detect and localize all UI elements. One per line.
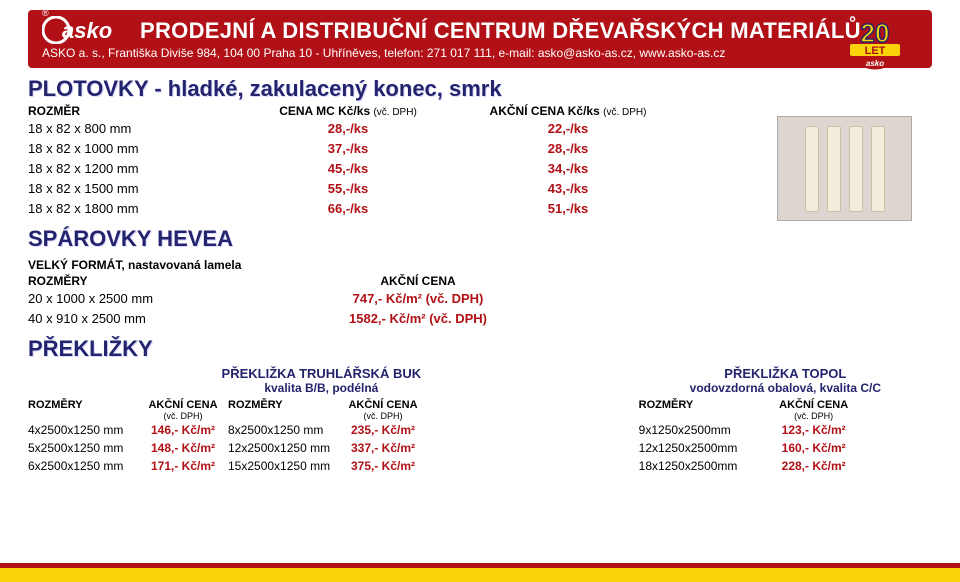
cell-dim: 18 x 82 x 1800 mm [28, 201, 238, 216]
bottom-yellow-strip [0, 568, 960, 582]
registered-mark: ® [42, 8, 49, 18]
header-title: PRODEJNÍ A DISTRIBUČNÍ CENTRUM DŘEVAŘSKÝ… [140, 18, 861, 44]
svg-text:LET: LET [865, 45, 886, 57]
hevea-col-price: AKČNÍ CENA [238, 274, 598, 288]
buk-hdr-dim1: ROZMĚRY [28, 399, 138, 421]
anniversary-badge: 20 LET asko [836, 16, 914, 72]
cell-price: 228,- Kč/m² [769, 459, 859, 473]
cell-price: 171,- Kč/m² [138, 459, 228, 473]
cell-price2: 51,-/ks [458, 201, 678, 216]
buk-hdr-price2-suffix: (vč. DPH) [338, 411, 428, 421]
table-row: 9x1250x2500mm123,- Kč/m² [639, 421, 932, 439]
asko-logo: asko [42, 16, 130, 44]
cell-dim: 15x2500x1250 mm [228, 459, 338, 473]
cell-dim: 18 x 82 x 1000 mm [28, 141, 238, 156]
cell-price: 160,- Kč/m² [769, 441, 859, 455]
topol-hdr-dim: ROZMĚRY [639, 399, 769, 421]
plywood-wrap: PŘEKLIŽKA TRUHLÁŘSKÁ BUK kvalita B/B, po… [28, 366, 932, 475]
header-sub: ASKO a. s., Františka Diviše 984, 104 00… [42, 46, 918, 60]
table-row: 5x2500x1250 mm148,- Kč/m²12x2500x1250 mm… [28, 439, 615, 457]
hevea-sub: VELKÝ FORMÁT, nastavovaná lamela [28, 258, 932, 272]
cell-dim: 8x2500x1250 mm [228, 423, 338, 437]
product-photo [777, 116, 912, 221]
cell-dim: 4x2500x1250 mm [28, 423, 138, 437]
buk-hdr-price2: AKČNÍ CENA [348, 399, 417, 411]
table-row: 4x2500x1250 mm146,- Kč/m²8x2500x1250 mm2… [28, 421, 615, 439]
buk-hdr-price1-suffix: (vč. DPH) [138, 411, 228, 421]
buk-hdr-price1: AKČNÍ CENA [148, 399, 217, 411]
cell-dim: 9x1250x2500mm [639, 423, 769, 437]
cell-dim: 5x2500x1250 mm [28, 441, 138, 455]
cell-price1: 55,-/ks [238, 181, 458, 196]
cell-dim: 12x1250x2500mm [639, 441, 769, 455]
topol-hdr-price-suffix: (vč. DPH) [769, 411, 859, 421]
cell-price1: 37,-/ks [238, 141, 458, 156]
table-row: 18x1250x2500mm228,- Kč/m² [639, 457, 932, 475]
cell-dim: 18 x 82 x 1200 mm [28, 161, 238, 176]
svg-text:asko: asko [62, 18, 112, 43]
topol-hdr-price: AKČNÍ CENA [779, 399, 848, 411]
svg-text:20: 20 [861, 18, 890, 48]
plywood-buk-block: PŘEKLIŽKA TRUHLÁŘSKÁ BUK kvalita B/B, po… [28, 366, 615, 475]
col-price1: CENA MC Kč/ks [279, 104, 373, 118]
cell-price: 337,- Kč/m² [338, 441, 428, 455]
cell-price2: 28,-/ks [458, 141, 678, 156]
col-price2: AKČNÍ CENA Kč/ks [490, 104, 604, 118]
buk-title: PŘEKLIŽKA TRUHLÁŘSKÁ BUK [28, 366, 615, 381]
cell-price1: 45,-/ks [238, 161, 458, 176]
svg-text:asko: asko [866, 59, 884, 68]
cell-price: 375,- Kč/m² [338, 459, 428, 473]
cell-dim: 40 x 910 x 2500 mm [28, 311, 238, 326]
table-row: 12x1250x2500mm160,- Kč/m² [639, 439, 932, 457]
cell-price: 123,- Kč/m² [769, 423, 859, 437]
buk-sub: kvalita B/B, podélná [28, 381, 615, 395]
topol-sub: vodovzdorná obalová, kvalita C/C [639, 381, 932, 395]
table-row: 6x2500x1250 mm171,- Kč/m²15x2500x1250 mm… [28, 457, 615, 475]
hevea-rows: 20 x 1000 x 2500 mm747,- Kč/m² (vč. DPH)… [28, 288, 932, 328]
cell-price2: 22,-/ks [458, 121, 678, 136]
table-row: 40 x 910 x 2500 mm1582,- Kč/m² (vč. DPH) [28, 308, 932, 328]
cell-price2: 34,-/ks [458, 161, 678, 176]
col-dim: ROZMĚR [28, 104, 238, 118]
col-price1-suffix: (vč. DPH) [373, 107, 416, 118]
topol-rows: 9x1250x2500mm123,- Kč/m²12x1250x2500mm16… [639, 421, 932, 475]
cell-dim: 12x2500x1250 mm [228, 441, 338, 455]
col-price2-suffix: (vč. DPH) [603, 107, 646, 118]
cell-dim: 18x1250x2500mm [639, 459, 769, 473]
cell-price: 235,- Kč/m² [338, 423, 428, 437]
cell-price1: 28,-/ks [238, 121, 458, 136]
hevea-heading: SPÁROVKY HEVEA [28, 226, 932, 252]
topol-title: PŘEKLIŽKA TOPOL [639, 366, 932, 381]
cell-dim: 6x2500x1250 mm [28, 459, 138, 473]
buk-hdr-dim2: ROZMĚRY [228, 399, 338, 421]
cell-dim: 20 x 1000 x 2500 mm [28, 291, 238, 306]
cell-price: 747,- Kč/m² (vč. DPH) [238, 291, 598, 306]
cell-dim: 18 x 82 x 1500 mm [28, 181, 238, 196]
hevea-col-dim: ROZMĚRY [28, 274, 238, 288]
plotovky-heading: PLOTOVKY - hladké, zakulacený konec, smr… [28, 76, 932, 102]
plywood-topol-block: PŘEKLIŽKA TOPOL vodovzdorná obalová, kva… [639, 366, 932, 475]
cell-price: 146,- Kč/m² [138, 423, 228, 437]
cell-price2: 43,-/ks [458, 181, 678, 196]
hevea-col-header: ROZMĚRY AKČNÍ CENA [28, 274, 932, 288]
cell-dim: 18 x 82 x 800 mm [28, 121, 238, 136]
cell-price: 148,- Kč/m² [138, 441, 228, 455]
cell-price1: 66,-/ks [238, 201, 458, 216]
buk-rows: 4x2500x1250 mm146,- Kč/m²8x2500x1250 mm2… [28, 421, 615, 475]
header-band: ® asko PRODEJNÍ A DISTRIBUČNÍ CENTRUM DŘ… [28, 10, 932, 68]
table-row: 20 x 1000 x 2500 mm747,- Kč/m² (vč. DPH) [28, 288, 932, 308]
cell-price: 1582,- Kč/m² (vč. DPH) [238, 311, 598, 326]
plywood-heading: PŘEKLIŽKY [28, 336, 932, 362]
